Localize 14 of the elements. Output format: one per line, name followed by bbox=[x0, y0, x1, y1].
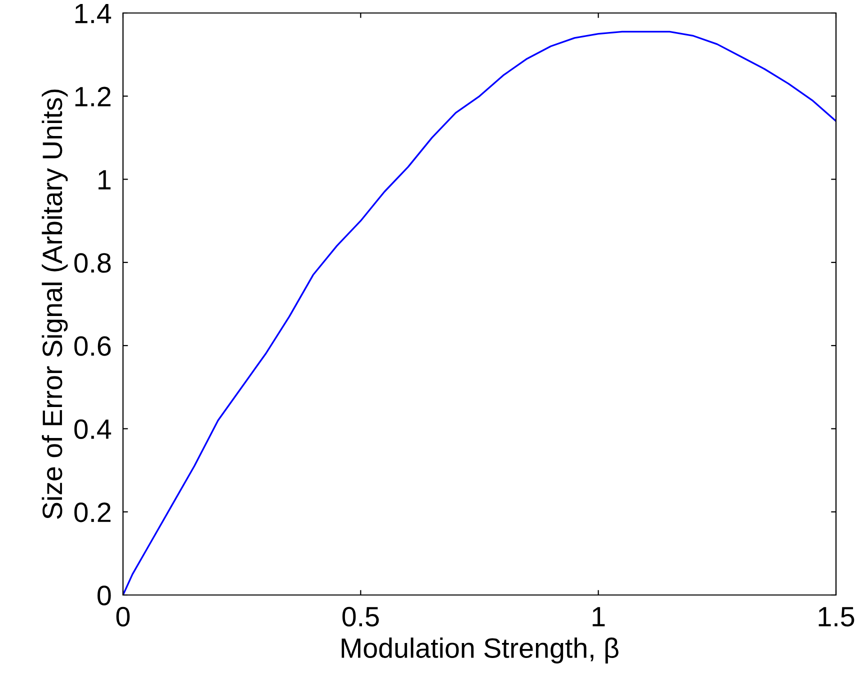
y-tick-label: 0.6 bbox=[74, 336, 111, 356]
x-tick-label: 0.5 bbox=[342, 606, 379, 627]
y-tick-label: 1 bbox=[98, 170, 111, 190]
y-tick-label: 1.4 bbox=[75, 4, 112, 24]
y-tick-label: 1.2 bbox=[75, 86, 110, 106]
x-tick-label: 1 bbox=[592, 607, 605, 626]
x-tick-label: 0 bbox=[116, 606, 130, 627]
y-tick-label: 0 bbox=[98, 586, 111, 606]
y-tick-label: 0.4 bbox=[74, 419, 112, 440]
x-tick-label: 1.5 bbox=[818, 607, 854, 627]
x-axis-title: Modulation Strength, β bbox=[342, 638, 618, 664]
y-axis-title: Size of Error Signal (Arbitary Units) bbox=[42, 90, 68, 519]
y-tick-label: 0.2 bbox=[74, 502, 110, 522]
y-tick-label: 0.8 bbox=[74, 253, 111, 273]
